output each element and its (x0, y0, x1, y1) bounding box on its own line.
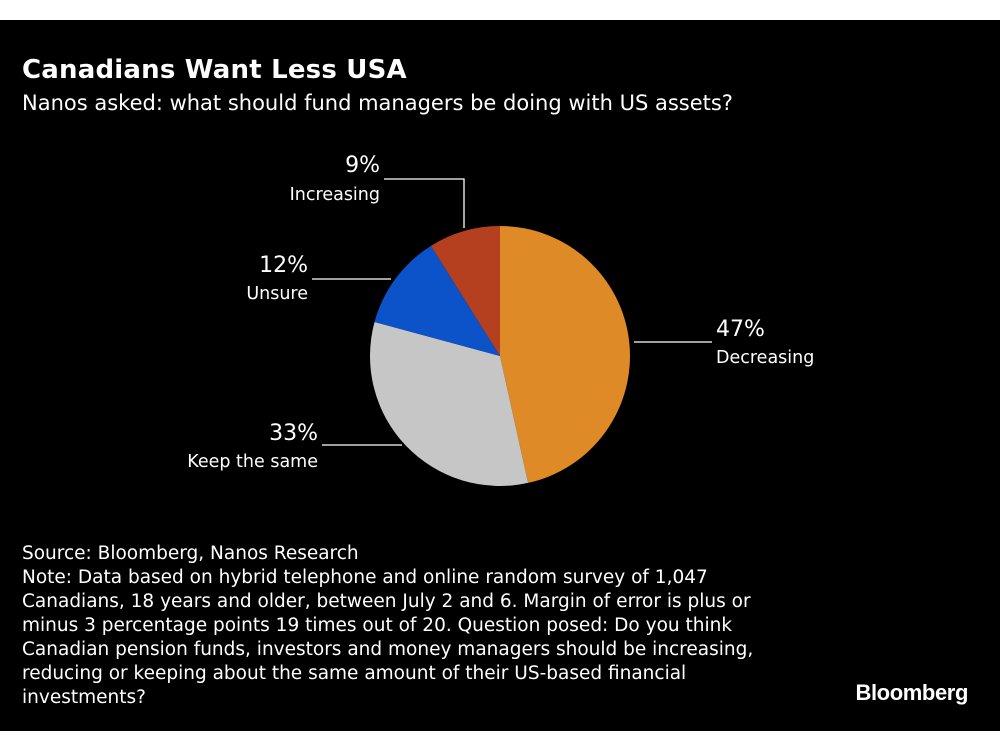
pie-slice-unsure (374, 245, 500, 356)
pie-slice-decreasing (500, 226, 630, 483)
leader-line-increasing (384, 178, 465, 228)
slice-value-label: 47% (716, 317, 765, 342)
slice-value-label: 12% (259, 253, 308, 278)
chart-title: Canadians Want Less USA (22, 55, 407, 85)
chart-subtitle: Nanos asked: what should fund managers b… (22, 91, 733, 115)
pie-slices (370, 226, 630, 486)
bloomberg-logo: Bloomberg (855, 680, 968, 705)
leader-lines (312, 178, 712, 446)
slice-category-label: Decreasing (716, 348, 814, 368)
slice-category-label: Unsure (246, 284, 308, 304)
slice-value-label: 33% (269, 421, 318, 446)
slice-category-label: Increasing (290, 185, 380, 205)
pie-chart: 47% Decreasing 33% Keep the same 12% Unsure 9%… (187, 153, 814, 486)
pie-slice-keep-the-same (370, 322, 529, 486)
chart-panel: Canadians Want Less USA Nanos asked: wha… (0, 20, 1000, 731)
slice-labels: 47% Decreasing 33% Keep the same 12% Unsure 9%… (187, 153, 814, 472)
source-note: Source: Bloomberg, Nanos Research (22, 543, 359, 564)
methodology-note: Note: Data based on hybrid telephone and… (22, 567, 754, 708)
slice-category-label: Keep the same (187, 452, 318, 472)
slice-value-label: 9% (345, 153, 380, 178)
pie-slice-increasing (430, 226, 500, 356)
